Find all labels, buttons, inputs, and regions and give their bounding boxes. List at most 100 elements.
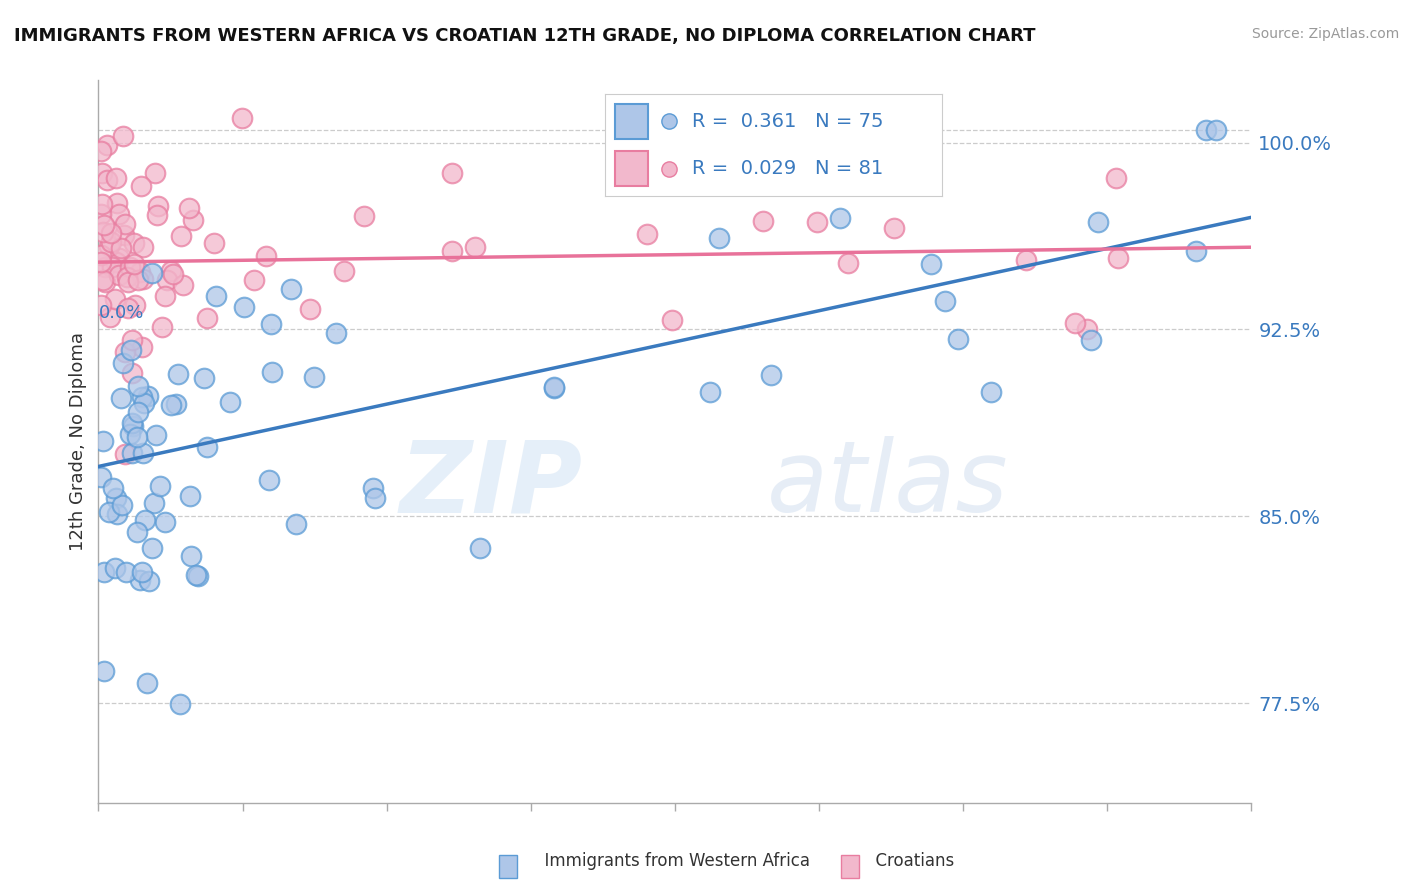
Point [127,273,149,287]
Point [90,165,112,179]
Point [1104,171,1126,186]
Point [129,179,152,194]
Point [243,273,266,287]
Point [104,560,127,574]
Point [980,385,1002,400]
Point [131,340,153,354]
Point [179,489,201,503]
Text: Immigrants from Western Africa: Immigrants from Western Africa [534,852,810,870]
Point [124,235,146,250]
Point [156,273,179,287]
Point [806,215,828,229]
Point [143,496,166,510]
Point [93,664,115,678]
Point [114,345,136,359]
Point [468,541,491,555]
Point [195,310,218,325]
Point [202,235,225,250]
Point [254,249,277,263]
Text: IMMIGRANTS FROM WESTERN AFRICA VS CROATIAN 12TH GRADE, NO DIPLOMA CORRELATION CH: IMMIGRANTS FROM WESTERN AFRICA VS CROATI… [14,27,1036,45]
Point [1195,123,1218,137]
Point [118,426,141,441]
Point [440,166,463,180]
Point [132,396,155,410]
Point [1015,253,1038,268]
Point [91,273,114,287]
Point [333,264,356,278]
Point [830,211,852,226]
Point [543,381,565,395]
Point [125,430,148,444]
Point [131,391,153,405]
Point [131,446,153,460]
Point [98,239,121,253]
Point [169,697,191,711]
Point [257,473,280,487]
Point [160,264,183,278]
Point [100,226,122,240]
Point [177,202,200,216]
Point [883,221,905,235]
Point [112,128,135,143]
Point [121,446,143,460]
Point [125,524,148,539]
Point [118,260,141,275]
Point [260,317,283,331]
Point [90,197,112,211]
Point [353,209,375,223]
Point [114,447,136,461]
Point [299,302,322,317]
Point [120,343,142,357]
Point [167,367,190,381]
Point [172,277,194,292]
Point [115,269,138,284]
Point [94,260,117,274]
Point [98,310,121,324]
Point [150,319,173,334]
Point [149,479,172,493]
Text: atlas: atlas [768,436,1008,533]
Point [1185,244,1208,259]
Point [90,207,112,221]
Point [204,289,226,303]
Point [101,260,124,274]
Point [90,298,112,312]
Point [122,418,145,433]
Point [304,369,326,384]
Point [93,219,115,233]
Point [108,251,131,265]
Point [181,212,204,227]
Point [121,367,143,381]
Point [364,491,387,505]
Point [105,254,128,268]
Text: R =  0.361   N = 75: R = 0.361 N = 75 [692,112,884,131]
Point [1205,123,1227,137]
Point [231,111,253,125]
Point [1107,252,1129,266]
Point [108,268,131,282]
Point [90,248,112,262]
Point [197,440,219,454]
Point [184,567,207,582]
Point [280,282,302,296]
Point [90,145,112,159]
Text: Source: ZipAtlas.com: Source: ZipAtlas.com [1251,27,1399,41]
Point [180,549,202,563]
Point [699,385,721,400]
Point [141,267,163,281]
Point [104,293,127,307]
Point [100,235,122,249]
Point [134,513,156,527]
Text: ZIP: ZIP [399,436,582,533]
Point [90,254,112,268]
Point [837,256,859,270]
Point [136,675,159,690]
Point [96,172,118,186]
Point [464,240,486,254]
Point [707,231,730,245]
Point [934,293,956,308]
Point [153,289,176,303]
Point [143,166,166,180]
Text: Croatians: Croatians [865,852,953,870]
Point [110,391,132,405]
